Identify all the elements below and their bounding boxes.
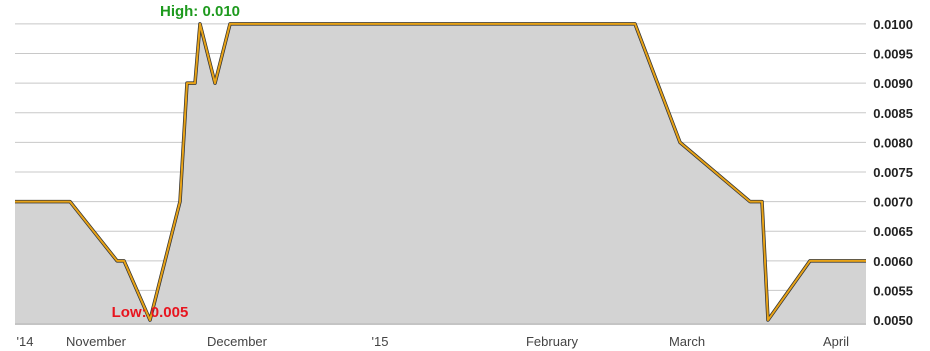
x-tick-label: February — [526, 334, 579, 349]
y-tick-label: 0.0060 — [873, 254, 913, 269]
high-annotation: High: 0.010 — [160, 3, 240, 20]
y-tick-label: 0.0085 — [873, 106, 913, 121]
x-tick-label: '15 — [372, 334, 389, 349]
y-tick-label: 0.0050 — [873, 313, 913, 328]
price-line — [15, 22, 866, 322]
x-axis-ticks: '14 November December '15 February March April — [17, 334, 850, 349]
y-tick-label: 0.0080 — [873, 135, 913, 150]
x-tick-label: '14 — [17, 334, 34, 349]
low-annotation: Low: 0.005 — [112, 304, 189, 321]
x-tick-label: December — [207, 334, 268, 349]
x-tick-label: November — [66, 334, 127, 349]
y-axis-ticks: 0.0100 0.0095 0.0090 0.0085 0.0080 0.0075 0.00… — [873, 17, 913, 328]
area-fill — [15, 23, 866, 323]
y-tick-label: 0.0055 — [873, 283, 913, 298]
y-tick-label: 0.0100 — [873, 17, 913, 32]
y-tick-label: 0.0095 — [873, 47, 913, 62]
x-tick-label: April — [823, 334, 849, 349]
y-tick-label: 0.0075 — [873, 165, 913, 180]
y-tick-label: 0.0070 — [873, 195, 913, 210]
x-tick-label: March — [669, 334, 705, 349]
y-tick-label: 0.0065 — [873, 224, 913, 239]
y-tick-label: 0.0090 — [873, 76, 913, 91]
